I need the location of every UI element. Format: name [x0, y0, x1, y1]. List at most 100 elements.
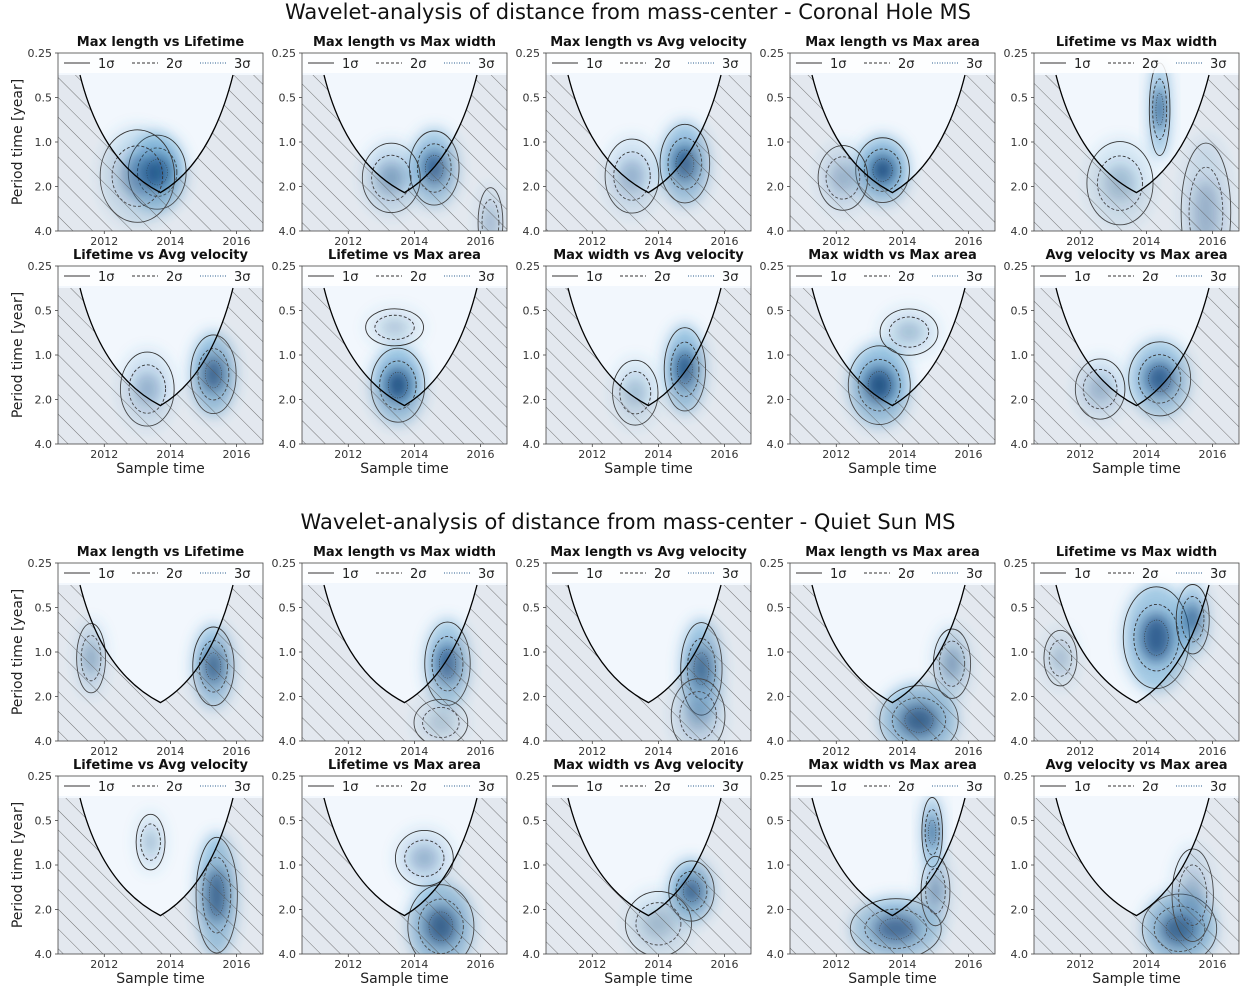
x-tick-label: 2014	[400, 235, 428, 248]
y-tick-label: 1.0	[279, 349, 297, 362]
x-tick-label: 2014	[1132, 745, 1160, 758]
legend-box	[790, 563, 995, 583]
wavelet-panel: 1σ 2σ 3σ Max width vs Avg velocity 0.25 0.5 1.…	[516, 248, 752, 477]
y-tick-label: 1.0	[767, 859, 785, 872]
legend-box	[790, 776, 995, 796]
wavelet-panel: 1σ 2σ 3σ Lifetime vs Avg velocity 0.25 0.5 1.0…	[10, 248, 264, 477]
panel-title: Max length vs Max width	[313, 545, 496, 560]
legend-label: 2σ	[898, 270, 915, 285]
contour-1sigma	[879, 308, 939, 356]
legend-label: 1σ	[830, 780, 847, 795]
y-tick-label: 4.0	[35, 735, 53, 748]
y-tick-label: 0.5	[1011, 602, 1029, 615]
x-tick-label: 2016	[467, 958, 495, 971]
legend-box	[58, 53, 263, 73]
wavelet-panel: 1σ 2σ 3σ Max width vs Max area 0.25 0.5 1.0 2.0…	[760, 758, 996, 987]
x-tick-label: 2016	[223, 745, 251, 758]
y-tick-label: 2.0	[279, 691, 297, 704]
y-tick-label: 0.5	[1011, 92, 1029, 105]
coi-hatch	[790, 288, 995, 444]
y-tick-label: 1.0	[1011, 349, 1029, 362]
x-tick-label: 2014	[1132, 958, 1160, 971]
wavelet-panel: 1σ 2σ 3σ Lifetime vs Avg velocity 0.25 0.5 1.0…	[10, 758, 264, 987]
panel-title: Max length vs Lifetime	[77, 545, 245, 560]
legend-label: 1σ	[342, 567, 359, 582]
cone-of-influence	[811, 584, 966, 704]
y-tick-label: 1.0	[767, 349, 785, 362]
x-tick-label: 2012	[334, 235, 362, 248]
power-peak	[380, 318, 409, 336]
legend-label: 2σ	[654, 780, 671, 795]
panel-title: Max width vs Avg velocity	[553, 248, 744, 263]
coi-hatch	[790, 798, 995, 954]
legend-label: 1σ	[586, 567, 603, 582]
y-tick-label: 0.25	[1004, 260, 1029, 273]
y-tick-label: 0.5	[767, 92, 785, 105]
legend-box	[58, 266, 263, 286]
legend-label: 2σ	[898, 57, 915, 72]
x-tick-label: 2016	[955, 235, 983, 248]
y-tick-label: 2.0	[279, 904, 297, 917]
legend-label: 3σ	[722, 57, 739, 72]
legend-label: 1σ	[586, 57, 603, 72]
contour-1sigma	[365, 308, 424, 347]
y-tick-label: 2.0	[523, 691, 541, 704]
panel-title: Max length vs Max area	[805, 35, 980, 50]
legend-label: 3σ	[478, 567, 495, 582]
x-tick-label: 2014	[644, 745, 672, 758]
x-axis-label: Sample time	[360, 971, 449, 987]
cone-of-influence	[567, 797, 722, 917]
power-peak	[384, 368, 411, 403]
y-tick-label: 4.0	[35, 225, 53, 238]
y-tick-label: 0.5	[523, 92, 541, 105]
legend-label: 3σ	[966, 270, 983, 285]
legend-label: 2σ	[1142, 270, 1159, 285]
coi-hatch	[58, 288, 263, 444]
legend-box	[546, 563, 751, 583]
y-tick-label: 0.25	[272, 260, 297, 273]
cone-of-influence	[567, 74, 722, 194]
y-tick-label: 4.0	[523, 735, 541, 748]
contour-3sigma	[1144, 619, 1169, 656]
x-tick-label: 2014	[888, 958, 916, 971]
panel-title: Max length vs Max width	[313, 35, 496, 50]
legend-label: 2σ	[1142, 57, 1159, 72]
x-axis-label: Sample time	[116, 971, 205, 987]
x-tick-label: 2014	[156, 448, 184, 461]
panel-title: Max length vs Avg velocity	[550, 35, 747, 50]
coi-hatch	[546, 288, 751, 444]
x-tick-label: 2012	[1066, 448, 1094, 461]
legend-label: 3σ	[966, 780, 983, 795]
panel-title: Max length vs Lifetime	[77, 35, 245, 50]
cone-of-influence	[567, 287, 722, 407]
coi-hatch	[302, 75, 507, 231]
cone-of-influence	[1055, 584, 1210, 704]
wavelet-panel: 1σ 2σ 3σ Max width vs Max area 0.25 0.5 1.0 2.0…	[760, 248, 996, 477]
y-tick-label: 0.5	[767, 305, 785, 318]
legend-label: 2σ	[898, 780, 915, 795]
panels-group: 1σ 2σ 3σ Max length vs Lifetime 0.25 0.5 1.0 2.…	[10, 35, 1240, 987]
y-tick-label: 1.0	[279, 136, 297, 149]
cone-of-influence	[1055, 797, 1210, 917]
contour-2sigma	[924, 809, 940, 856]
wavelet-panel: 1σ 2σ 3σ Max length vs Avg velocity 0.25 0.5 1…	[516, 35, 752, 248]
legend-label: 1σ	[98, 57, 115, 72]
y-tick-label: 2.0	[767, 904, 785, 917]
y-tick-label: 0.25	[760, 557, 785, 570]
x-tick-label: 2014	[156, 235, 184, 248]
cone-of-influence	[323, 74, 478, 194]
y-tick-label: 2.0	[1011, 394, 1029, 407]
x-axis-label: Sample time	[604, 461, 693, 477]
coi-hatch	[546, 75, 751, 231]
panel-title: Lifetime vs Max width	[1056, 35, 1217, 50]
section-title-quiet-sun: Wavelet-analysis of distance from mass-c…	[301, 510, 956, 534]
y-tick-label: 4.0	[523, 948, 541, 961]
x-tick-label: 2016	[467, 745, 495, 758]
y-tick-label: 2.0	[767, 394, 785, 407]
x-tick-label: 2012	[90, 448, 118, 461]
x-tick-label: 2012	[578, 745, 606, 758]
legend-label: 2σ	[410, 567, 427, 582]
wavelet-panel: 1σ 2σ 3σ Max length vs Lifetime 0.25 0.5 1.0 2.…	[10, 35, 264, 248]
x-axis-label: Sample time	[1092, 971, 1181, 987]
